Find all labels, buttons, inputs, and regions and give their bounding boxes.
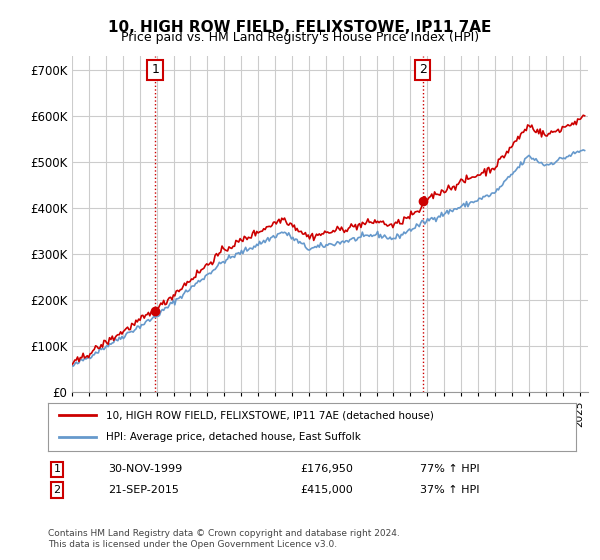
- Text: 1: 1: [53, 464, 61, 474]
- Text: 2: 2: [53, 485, 61, 495]
- Text: 21-SEP-2015: 21-SEP-2015: [108, 485, 179, 495]
- Text: 1: 1: [151, 63, 159, 76]
- Text: £176,950: £176,950: [300, 464, 353, 474]
- Text: 37% ↑ HPI: 37% ↑ HPI: [420, 485, 479, 495]
- Text: 10, HIGH ROW FIELD, FELIXSTOWE, IP11 7AE: 10, HIGH ROW FIELD, FELIXSTOWE, IP11 7AE: [109, 20, 491, 35]
- Text: £415,000: £415,000: [300, 485, 353, 495]
- Text: Contains HM Land Registry data © Crown copyright and database right 2024.
This d: Contains HM Land Registry data © Crown c…: [48, 529, 400, 549]
- Text: HPI: Average price, detached house, East Suffolk: HPI: Average price, detached house, East…: [106, 432, 361, 442]
- Text: Price paid vs. HM Land Registry's House Price Index (HPI): Price paid vs. HM Land Registry's House …: [121, 31, 479, 44]
- Text: 2: 2: [419, 63, 427, 76]
- Text: 30-NOV-1999: 30-NOV-1999: [108, 464, 182, 474]
- Text: 77% ↑ HPI: 77% ↑ HPI: [420, 464, 479, 474]
- Text: 10, HIGH ROW FIELD, FELIXSTOWE, IP11 7AE (detached house): 10, HIGH ROW FIELD, FELIXSTOWE, IP11 7AE…: [106, 410, 434, 420]
